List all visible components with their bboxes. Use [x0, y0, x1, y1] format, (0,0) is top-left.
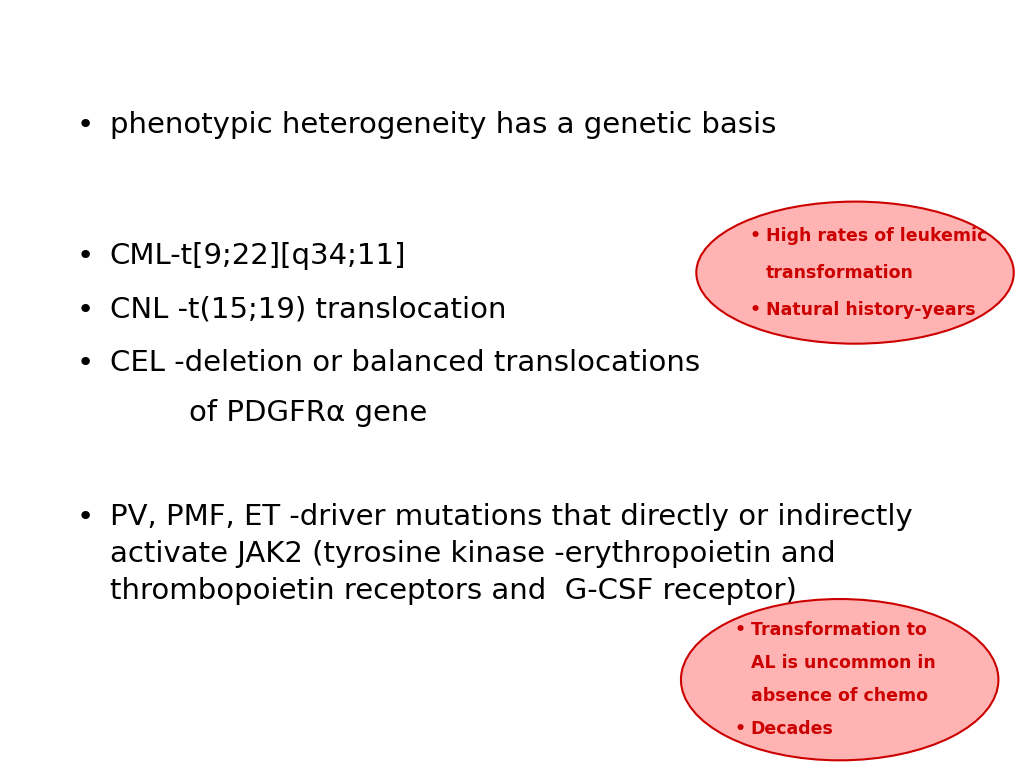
Text: High rates of leukemic: High rates of leukemic [766, 227, 987, 245]
Text: •: • [734, 720, 745, 738]
Text: phenotypic heterogeneity has a genetic basis: phenotypic heterogeneity has a genetic b… [110, 111, 776, 139]
Text: Natural history-years: Natural history-years [766, 300, 976, 319]
Text: •: • [77, 242, 94, 270]
Text: •: • [77, 111, 94, 139]
Text: Transformation to: Transformation to [751, 621, 927, 639]
Text: •: • [77, 296, 94, 323]
Text: •: • [750, 227, 761, 245]
Text: of PDGFRα gene: of PDGFRα gene [189, 399, 428, 427]
Text: •: • [750, 300, 761, 319]
Text: CEL -deletion or balanced translocations: CEL -deletion or balanced translocations [110, 349, 699, 377]
Text: •: • [77, 503, 94, 531]
Text: absence of chemo: absence of chemo [751, 687, 928, 705]
Text: •: • [734, 621, 745, 639]
Text: CNL -t(15;19) translocation: CNL -t(15;19) translocation [110, 296, 506, 323]
Ellipse shape [681, 599, 998, 760]
Text: CML-t[9;22][q34;11]: CML-t[9;22][q34;11] [110, 242, 407, 270]
Text: PV, PMF, ET -driver mutations that directly or indirectly
activate JAK2 (tyrosin: PV, PMF, ET -driver mutations that direc… [110, 503, 912, 604]
Text: AL is uncommon in: AL is uncommon in [751, 654, 936, 672]
Text: transformation: transformation [766, 263, 914, 282]
Text: •: • [77, 349, 94, 377]
Ellipse shape [696, 202, 1014, 344]
Text: Decades: Decades [751, 720, 834, 738]
